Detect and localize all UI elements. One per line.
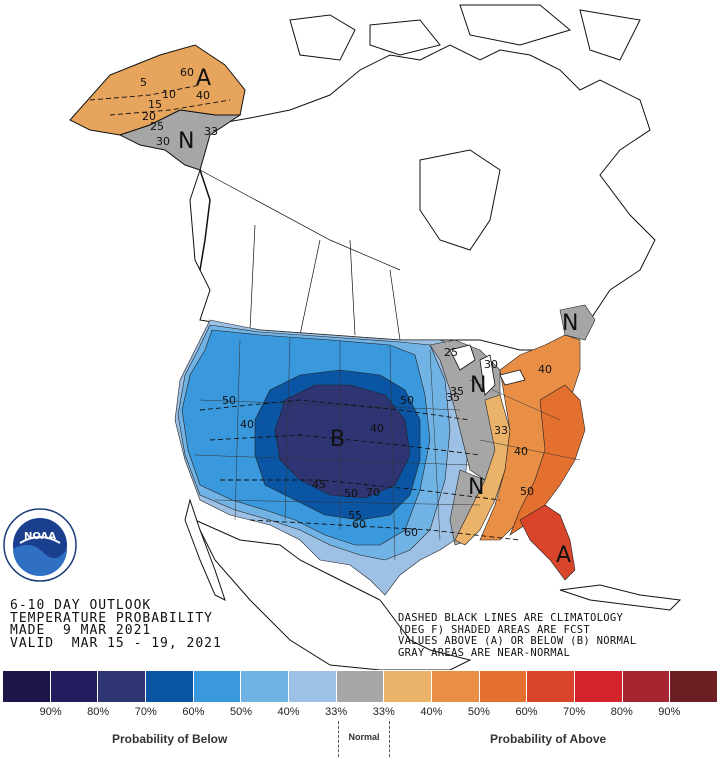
legend-color-bar <box>3 671 718 702</box>
svg-text:10: 10 <box>162 88 176 101</box>
svg-text:40: 40 <box>240 418 254 431</box>
boundary-lines <box>199 169 401 341</box>
alaska <box>69 44 246 271</box>
legend-swatch <box>670 671 718 702</box>
legend-label: 70% <box>134 706 157 718</box>
title-line: TEMPERATURE PROBABILITY <box>10 610 214 626</box>
legend-swatch <box>336 671 385 702</box>
noaa-logo-text: NOAA <box>24 531 56 542</box>
prob-label: 35 <box>446 391 460 404</box>
svg-text:5: 5 <box>140 76 147 89</box>
prob-label: 60 <box>352 518 366 531</box>
prob-label: 40 <box>514 445 528 458</box>
svg-text:35: 35 <box>450 385 464 398</box>
northeast-normal-region <box>559 304 596 341</box>
legend-label: 40% <box>277 706 300 718</box>
legend-label: 90% <box>39 706 62 718</box>
legend-label: 90% <box>658 706 681 718</box>
climatology-labels: 60 5 10 15 20 25 30 40 40 45 50 55 60 30… <box>140 66 498 539</box>
svg-text:55: 55 <box>348 509 362 522</box>
normal-north-letter: N <box>470 373 486 398</box>
noaa-logo: NOAA <box>3 508 77 582</box>
legend-swatch <box>479 671 528 702</box>
svg-text:15: 15 <box>148 98 162 111</box>
prob-label: 50 <box>520 485 534 498</box>
prob-label: 25 <box>444 346 458 359</box>
note-line: DASHED BLACK LINES ARE CLIMATOLOGY <box>398 612 624 624</box>
legend-percent-labels: 90% 80% 70% 60% 50% 40% 33% 33% 40% 50% 60% 70% 80% 9… <box>27 706 693 718</box>
map-notes: DASHED BLACK LINES ARE CLIMATOLOGY (DEG … <box>398 612 637 659</box>
legend-swatch <box>622 671 671 702</box>
legend-label: 80% <box>87 706 110 718</box>
legend-label: 60% <box>515 706 538 718</box>
legend-label: 50% <box>229 706 252 718</box>
below-70-region <box>274 384 411 499</box>
prob-label: 33 <box>494 424 508 437</box>
legend-label: 60% <box>182 706 205 718</box>
normal-south-letter: N <box>468 475 484 500</box>
legend-label: 40% <box>420 706 443 718</box>
state-lines <box>194 337 581 561</box>
alaska-normal-letter: N <box>178 129 194 154</box>
land-outline <box>184 4 682 670</box>
legend-swatch <box>432 671 480 702</box>
svg-text:40: 40 <box>370 422 384 435</box>
northeast-normal-letter: N <box>562 311 578 336</box>
below-letter: B <box>330 427 345 452</box>
legend-label: 33% <box>325 706 348 718</box>
prob-label: 40 <box>538 363 552 376</box>
legend-swatch <box>527 671 576 702</box>
legend-swatch <box>3 671 51 702</box>
svg-text:30: 30 <box>156 135 170 148</box>
alaska-normal-region <box>118 109 242 171</box>
outlook-map: A N B N N A N 40 33 50 50 25 35 33 40 40… <box>3 4 682 670</box>
alaska-above-letter: A <box>196 66 211 91</box>
svg-text:60: 60 <box>404 526 418 539</box>
svg-text:30: 30 <box>484 358 498 371</box>
outlook-title: 6-10 DAY OUTLOOK TEMPERATURE PROBABILITY… <box>10 598 222 651</box>
legend-swatch <box>98 671 147 702</box>
legend-label: 80% <box>610 706 633 718</box>
prob-label: 50 <box>222 394 236 407</box>
legend-swatch <box>384 671 433 702</box>
svg-text:20: 20 <box>142 110 156 123</box>
legend-swatch <box>50 671 99 702</box>
svg-text:25: 25 <box>150 120 164 133</box>
climatology-lines <box>89 84 521 541</box>
legend-swatch <box>241 671 290 702</box>
legend-label: 70% <box>563 706 586 718</box>
svg-text:45: 45 <box>312 478 326 491</box>
above-letter: A <box>556 543 571 568</box>
great-lakes <box>449 344 526 396</box>
note-line: (DEG F) SHADED AREAS ARE FCST <box>398 623 591 636</box>
legend-swatch <box>575 671 623 702</box>
title-line: 6-10 DAY OUTLOOK <box>10 598 152 613</box>
prob-label: 50 <box>400 394 414 407</box>
above-caption: Probability of Above <box>490 732 607 746</box>
prob-label: 40 <box>196 89 210 102</box>
legend-swatch <box>289 671 337 702</box>
above-60-region <box>519 504 576 581</box>
normal-caption: Normal <box>348 732 380 742</box>
title-line: MADE 9 MAR 2021 <box>10 623 152 638</box>
legend-label: 50% <box>467 706 490 718</box>
svg-text:50: 50 <box>344 487 358 500</box>
legend-label: 33% <box>372 706 395 718</box>
legend-swatch <box>193 671 242 702</box>
title-line: VALID MAR 15 - 19, 2021 <box>10 635 222 651</box>
note-line: VALUES ABOVE (A) OR BELOW (B) NORMAL <box>398 635 637 647</box>
prob-label: 70 <box>366 486 380 499</box>
above-33-region <box>454 394 511 546</box>
prob-label: 33 <box>204 125 218 138</box>
note-line: GRAY AREAS ARE NEAR-NORMAL <box>398 646 571 659</box>
below-caption: Probability of Below <box>112 732 228 746</box>
normal-caption-box: Normal <box>338 721 390 757</box>
svg-text:60: 60 <box>180 66 194 79</box>
legend-swatch <box>146 671 194 702</box>
